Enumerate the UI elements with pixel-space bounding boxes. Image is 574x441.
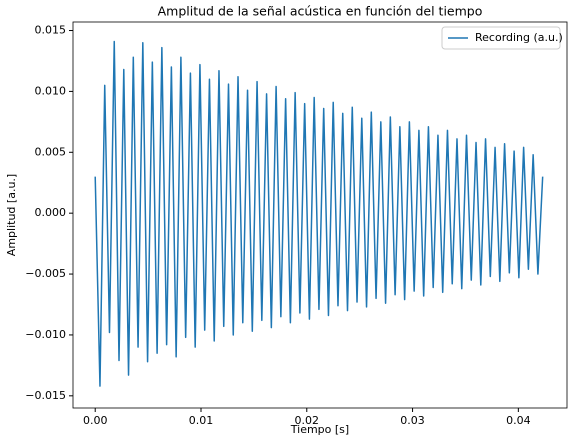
x-axis-label: Tiempo [s]	[290, 423, 349, 436]
y-tick-label: −0.005	[25, 267, 66, 280]
x-tick-label: 0.04	[506, 414, 531, 427]
x-tick-label: 0.03	[400, 414, 425, 427]
y-tick-label: 0.015	[35, 24, 67, 37]
axes-frame	[72, 21, 568, 409]
y-tick-label: 0.005	[35, 145, 67, 158]
legend-label: Recording (a.u.)	[475, 31, 563, 44]
chart-title: Amplitud de la señal acústica en función…	[158, 4, 483, 19]
data-line	[94, 40, 544, 387]
y-tick-label: 0.010	[35, 84, 67, 97]
x-tick-label: 0.00	[83, 414, 108, 427]
y-tick-label: −0.010	[25, 328, 66, 341]
y-tick-label: −0.015	[25, 389, 66, 402]
y-axis-label: Amplitud [a.u.]	[5, 174, 18, 256]
legend-box	[441, 26, 561, 50]
x-tick-label: 0.01	[189, 414, 214, 427]
y-tick-label: 0.000	[35, 206, 67, 219]
x-tick-label: 0.02	[295, 414, 320, 427]
